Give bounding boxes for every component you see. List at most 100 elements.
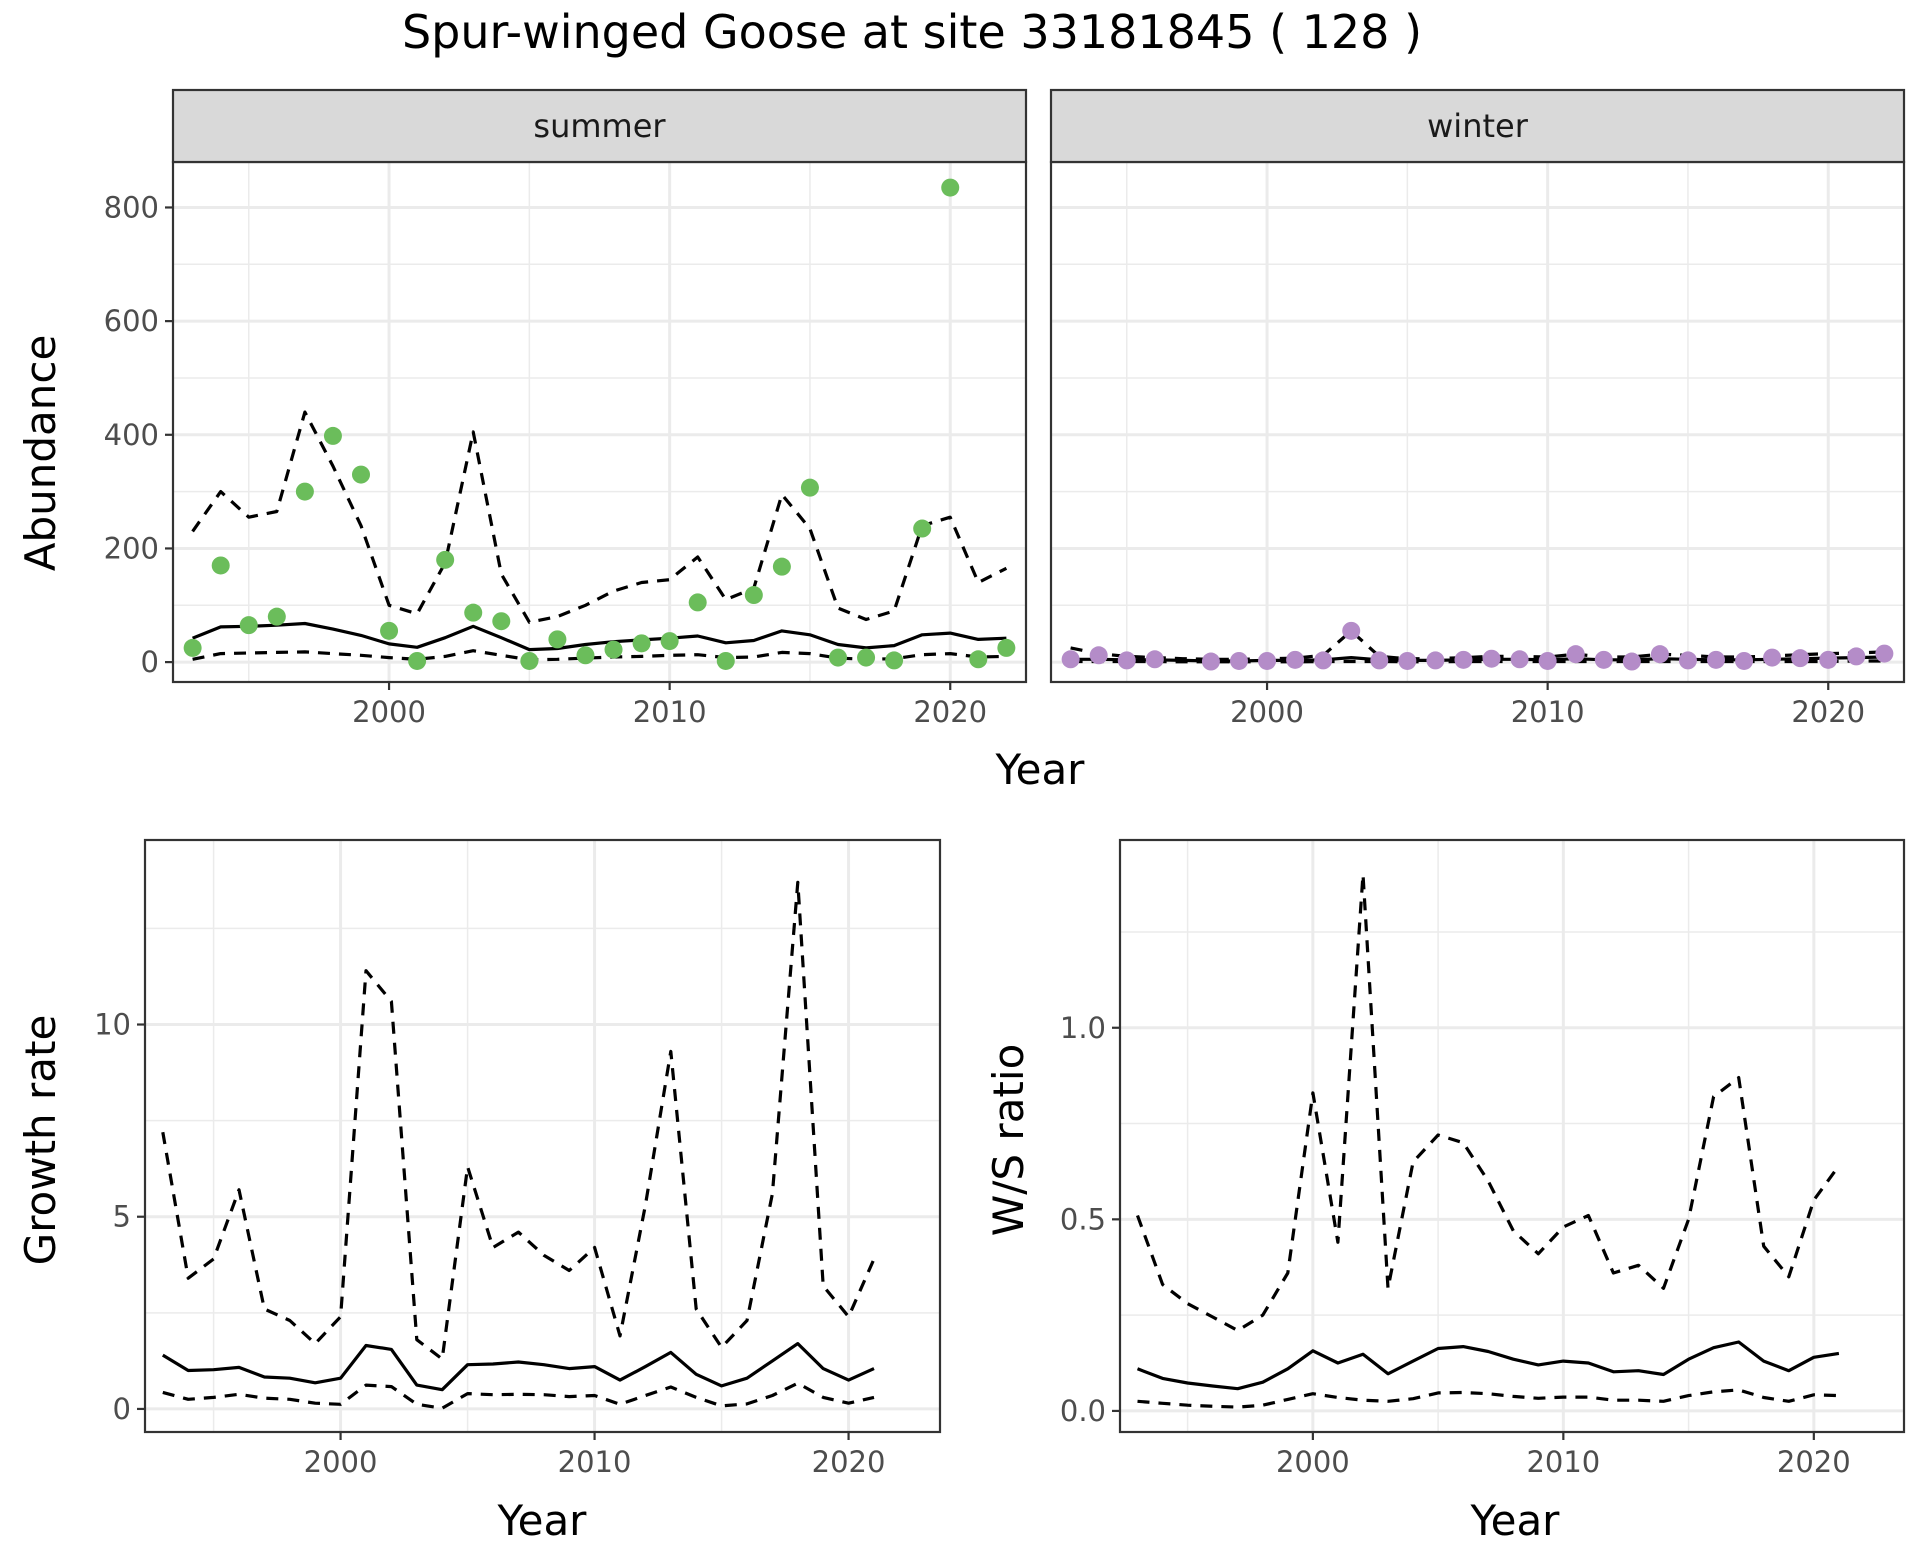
data-point [295,482,314,501]
y-tick-label: 400 [104,418,159,452]
data-point [857,648,876,667]
y-tick-label: 200 [104,531,159,565]
data-point [604,640,623,659]
panel-border [1118,838,1906,1434]
series-line-dashed-1 [1135,872,1841,1333]
data-point [1342,621,1361,640]
data-point [1201,652,1220,671]
y-tick-label: 800 [104,190,159,224]
y-axis-title-ratio: W/S ratio [984,1044,1033,1237]
data-point [772,557,791,576]
data-point [1707,650,1726,669]
data-point [1763,648,1782,667]
panel-summer: summer 2000 2010 2020 0 200 400 600 800 [104,88,1028,729]
data-point [1482,649,1501,668]
data-point [1061,650,1080,669]
data-point [1538,651,1557,670]
x-tick-label: 2020 [1791,695,1865,729]
data-point [1875,644,1894,663]
data-point [1594,650,1613,669]
data-point [1735,651,1754,670]
y-tick-label: 0.5 [1060,1202,1106,1236]
y-tick-label: 0 [113,1392,131,1426]
data-point [239,616,258,635]
data-point [1847,647,1866,666]
series-line-solid-0 [1136,1340,1840,1391]
data-point [520,651,539,670]
x-tick-label: 2000 [1230,695,1304,729]
data-point [1819,650,1838,669]
data-point [969,650,988,669]
data-point [1258,651,1277,670]
y-axis-title-abundance: Abundance [16,335,65,572]
x-tick-label: 2020 [812,1445,886,1479]
data-point [464,603,483,622]
x-tick-label: 2010 [1511,695,1585,729]
data-point [1398,651,1417,670]
data-point [913,519,932,538]
data-point [1650,645,1669,664]
data-point [941,178,960,197]
data-point [744,586,763,605]
data-point [1791,649,1810,668]
x-tick-label: 2000 [352,695,426,729]
data-point [211,556,230,575]
data-point [1510,650,1529,669]
data-point [1622,652,1641,671]
chart-title: Spur-winged Goose at site 33181845 ( 128… [402,5,1422,59]
series-line-dashed-1 [161,880,876,1361]
data-point [1286,650,1305,669]
y-tick-label: 1.0 [1060,1011,1106,1045]
data-point [800,478,819,497]
data-point [1426,651,1445,670]
y-tick-label: 600 [104,304,159,338]
data-point [1229,651,1248,670]
series-line-dashed-2 [1137,1388,1839,1409]
data-point [716,651,735,670]
data-point [576,646,595,665]
data-point [183,638,202,657]
data-point [1370,651,1389,670]
y-axis-title-growth: Growth rate [16,1015,65,1266]
data-point [1454,650,1473,669]
y-tick-label: 0.0 [1060,1394,1106,1428]
data-point [1145,650,1164,669]
series-line-solid-0 [161,1341,875,1392]
data-point [267,607,286,626]
panel-winter: winter 2000 2010 2020 [1049,88,1906,729]
data-point [492,612,511,631]
panel-ws-ratio: 2000 2010 2020 0.0 0.5 1.0 [1060,838,1906,1479]
series-line-dashed-2 [162,1381,875,1410]
x-tick-label: 2000 [304,1445,378,1479]
data-point [997,638,1016,657]
x-axis-title-growth: Year [497,1496,588,1545]
y-tick-label: 0 [141,645,159,679]
data-point [1117,651,1136,670]
data-point [1314,651,1333,670]
data-point [829,648,848,667]
data-point [1566,645,1585,664]
series-line-dashed-1 [1070,629,1885,661]
data-point [351,465,370,484]
x-axis-title-ratio: Year [1470,1496,1561,1545]
x-tick-label: 2010 [558,1445,632,1479]
series-line-solid-0 [192,621,1007,652]
series-line-dashed-1 [191,410,1008,624]
data-point [660,632,679,651]
panel-growth-rate: 2000 2010 2020 0 5 10 [94,838,942,1479]
panel-border [1049,160,1906,684]
facet-strip [1049,88,1906,164]
x-tick-label: 2010 [633,695,707,729]
data-point [688,593,707,612]
data-point [323,426,342,445]
data-point [632,634,651,653]
x-tick-label: 2010 [1526,1445,1600,1479]
data-point [1089,646,1108,665]
series-line-dashed-2 [192,649,1007,662]
data-point [1678,651,1697,670]
x-tick-label: 2000 [1276,1445,1350,1479]
x-tick-label: 2020 [913,695,987,729]
data-point [548,630,567,649]
x-tick-label: 2020 [1777,1445,1851,1479]
data-point [380,621,399,640]
